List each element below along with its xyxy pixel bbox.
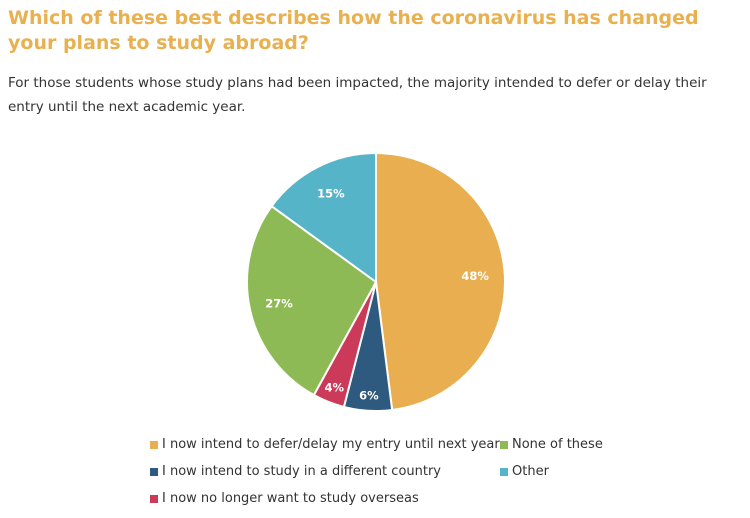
- legend-label-none: None of these: [512, 437, 603, 452]
- legend-swatch-other: [500, 467, 508, 476]
- legend-label-no-longer: I now no longer want to study overseas: [162, 491, 419, 506]
- legend-item-different-country: I now intend to study in a different cou…: [150, 464, 441, 479]
- pie-slice-label-1: 6%: [359, 388, 379, 402]
- chart-title: Which of these best describes how the co…: [8, 7, 699, 54]
- legend-item-defer: I now intend to defer/delay my entry unt…: [150, 437, 500, 452]
- legend-item-none: None of these: [500, 437, 603, 452]
- pie-chart: 48% 6% 4% 27% 15%: [246, 151, 506, 412]
- pie-slice-label-3: 27%: [265, 297, 293, 311]
- legend-swatch-none: [500, 440, 508, 449]
- legend-item-other: Other: [500, 464, 549, 479]
- legend-label-different-country: I now intend to study in a different cou…: [162, 464, 442, 479]
- pie-slice-label-0: 48%: [461, 269, 489, 283]
- pie-slice-3: [246, 204, 378, 397]
- pie-slice-4: [270, 151, 377, 284]
- pie-slice-0: [375, 151, 506, 412]
- pie-slice-label-4: 15%: [317, 186, 345, 200]
- pie-slice-label-2: 4%: [324, 381, 344, 395]
- legend-swatch-different-country: [150, 467, 158, 476]
- legend-swatch-no-longer: [150, 494, 158, 503]
- legend-swatch-defer: [150, 440, 158, 449]
- legend-label-defer: I now intend to defer/delay my entry unt…: [162, 437, 500, 452]
- legend-item-no-longer: I now no longer want to study overseas: [150, 491, 419, 506]
- chart-legend: I now intend to defer/delay my entry unt…: [150, 437, 750, 517]
- legend-label-other: Other: [512, 464, 549, 479]
- chart-subtitle: For those students whose study plans had…: [8, 75, 707, 115]
